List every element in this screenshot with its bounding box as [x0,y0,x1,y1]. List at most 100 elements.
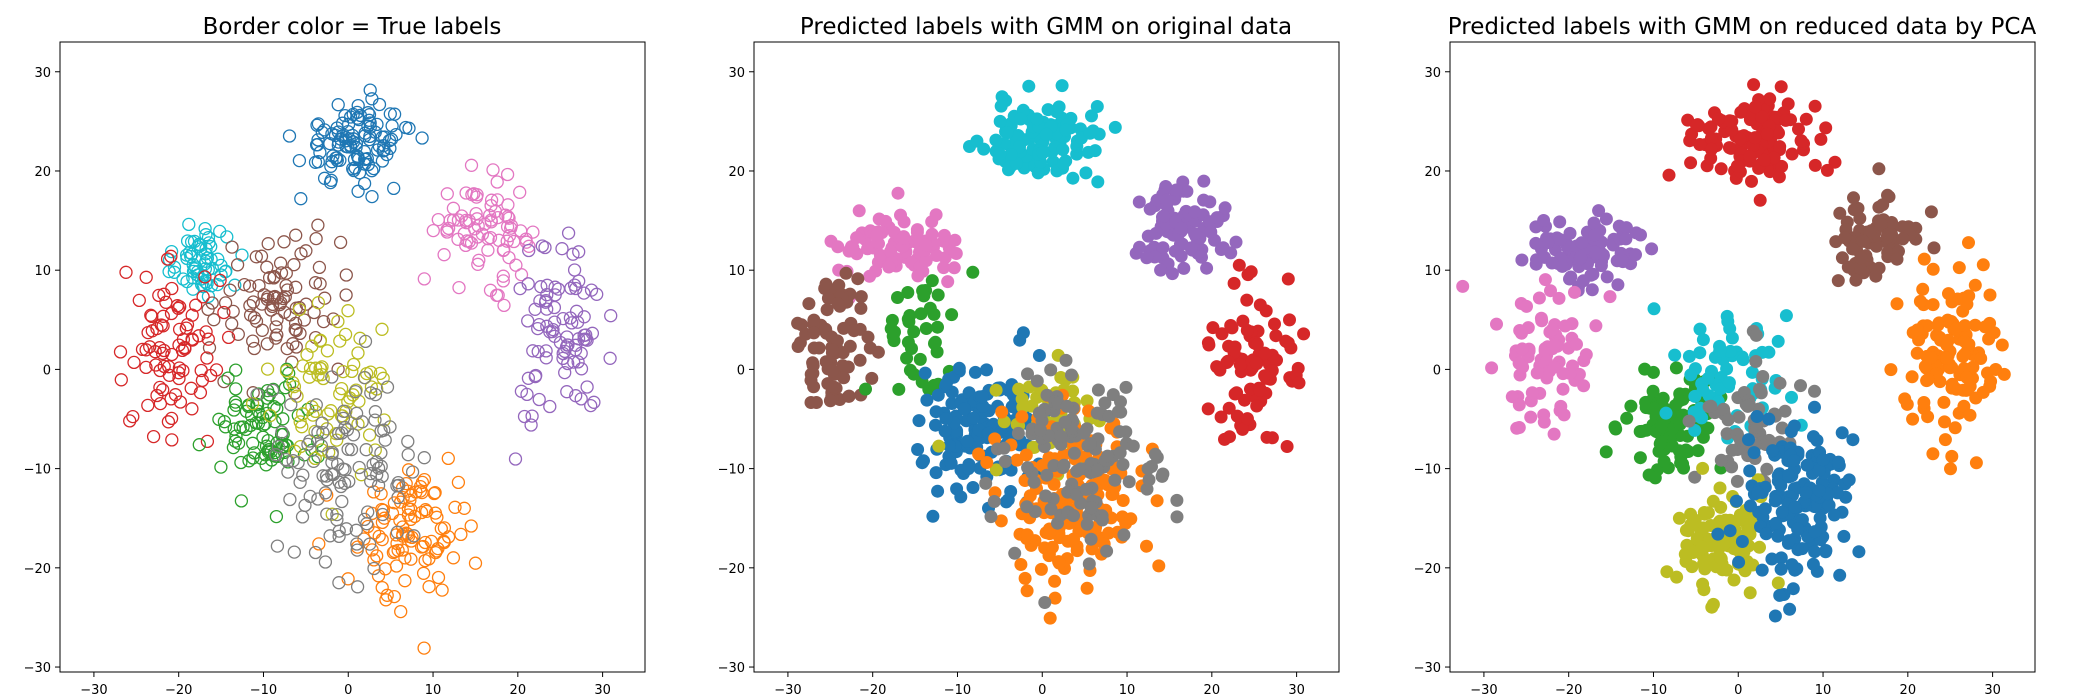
data-point [386,545,401,560]
data-point [448,500,462,514]
data-point [464,158,479,172]
data-point [260,337,274,351]
data-point [295,407,310,421]
x-tick-label: 0 [344,683,352,698]
data-point [357,157,372,171]
data-point [446,201,461,215]
data-point [446,551,461,565]
data-point [323,529,337,543]
data-point [995,405,1009,419]
data-point [1771,576,1785,590]
data-point [1782,468,1796,482]
data-point [350,580,365,594]
data-point [502,211,516,225]
data-point [462,234,476,249]
data-point [261,433,275,448]
data-point [1000,126,1014,140]
data-point [1688,389,1702,403]
data-point [903,363,917,377]
data-point [484,215,498,229]
data-point [1036,146,1050,160]
data-point [1031,166,1045,180]
data-point [1066,171,1080,185]
data-point [1116,458,1130,471]
data-point [259,458,273,472]
data-point [1890,297,1904,311]
data-point [387,107,402,121]
data-point [437,521,452,535]
data-point [1854,251,1868,265]
data-point [1938,415,1951,429]
data-point [384,132,399,146]
data-point [1937,395,1951,409]
data-point [1771,334,1785,348]
data-point [1647,302,1661,316]
data-point [375,469,389,484]
data-point [1822,498,1836,512]
data-point [1004,148,1018,161]
data-point [1755,345,1769,359]
data-point [1213,363,1227,377]
data-point [1619,232,1633,246]
data-point [310,118,324,132]
data-point [330,513,344,527]
data-point [1813,511,1827,525]
data-point [1080,394,1094,408]
data-point [413,479,428,494]
data-point [566,247,580,261]
data-point [341,304,355,318]
data-point [1538,273,1552,287]
data-point [1057,157,1070,170]
data-point [938,424,952,438]
data-point [1698,562,1712,576]
data-point [1020,584,1034,598]
data-point [455,209,469,223]
data-point [265,299,280,314]
data-point [243,279,257,293]
data-point [1030,374,1044,388]
data-point [292,153,307,168]
x-tick-label: 20 [1204,683,1221,698]
data-point [1725,443,1739,457]
data-point [931,484,945,498]
data-point [1629,248,1642,262]
data-point [201,230,216,245]
data-point [1841,260,1855,274]
data-point [910,223,924,237]
data-point [937,228,951,242]
data-point [346,388,360,402]
data-point [1698,507,1712,521]
data-point [333,235,348,250]
data-point [1814,132,1828,146]
data-point [1772,170,1786,184]
data-point [1989,363,2003,376]
data-point [296,468,310,482]
data-point [1766,444,1780,458]
data-point [459,213,473,228]
data-point [927,307,941,321]
data-point [202,341,217,355]
data-point [1808,99,1822,113]
data-point [1156,467,1170,481]
data-point [195,373,210,388]
data-point [1968,318,1982,332]
data-point [164,392,178,406]
data-point [1774,80,1788,94]
data-point [399,120,413,135]
data-point [1995,338,2009,352]
data-point [1032,349,1046,362]
data-point [846,241,860,255]
data-point [901,286,915,299]
data-point [281,465,295,479]
data-point [318,555,333,569]
data-point [427,486,441,501]
data-point [1083,437,1097,451]
data-point [1743,150,1757,164]
y-tick-label: 30 [1424,66,1441,81]
data-point [960,434,974,448]
data-point [543,399,557,414]
data-point [1787,454,1801,468]
data-point [186,258,200,272]
data-point [192,438,206,452]
data-point [913,352,927,366]
